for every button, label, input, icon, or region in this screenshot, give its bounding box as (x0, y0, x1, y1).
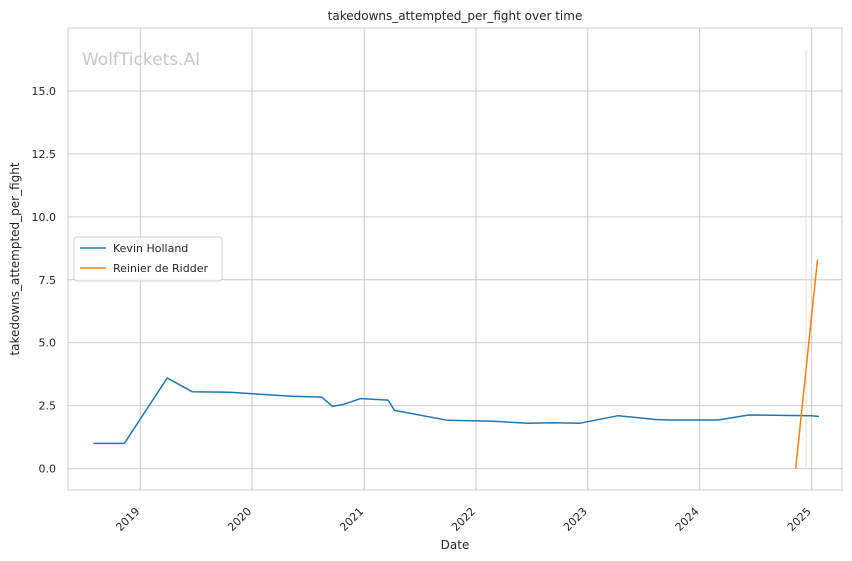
y-tick-label: 7.5 (39, 274, 57, 287)
y-tick-label: 2.5 (39, 400, 57, 413)
x-tick-label: 2024 (673, 505, 702, 534)
plot-frame (67, 27, 843, 491)
series-line-reinier-de-ridder (794, 259, 819, 469)
y-axis-label: takedowns_attempted_per_fight (8, 162, 22, 355)
y-tick-label: 12.5 (32, 148, 57, 161)
y-tick-labels: 0.0 2.5 5.0 7.5 10.0 12.5 15.0 (32, 85, 57, 476)
series-layer (93, 259, 820, 469)
legend-label-kevin-holland: Kevin Holland (113, 242, 188, 255)
x-axis-label: Date (441, 538, 470, 552)
legend-box (73, 236, 223, 282)
x-tick-label: 2020 (225, 505, 254, 534)
legend-label-reinier-de-ridder: Reinier de Ridder (113, 262, 208, 275)
grid (68, 28, 842, 490)
x-tick-label: 2023 (561, 505, 590, 534)
x-tick-label: 2021 (337, 505, 366, 534)
y-tick-label: 15.0 (32, 85, 57, 98)
x-tick-label: 2019 (113, 505, 142, 534)
chart-title: takedowns_attempted_per_fight over time (328, 9, 583, 23)
watermark: WolfTickets.AI (82, 50, 200, 70)
y-tick-label: 10.0 (32, 211, 57, 224)
x-tick-label: 2022 (449, 505, 478, 534)
series-line-kevin-holland (93, 377, 820, 445)
legend: Kevin Holland Reinier de Ridder (73, 236, 223, 282)
y-tick-label: 0.0 (39, 463, 57, 476)
x-tick-label: 2025 (785, 505, 814, 534)
x-tick-labels: 2019 2020 2021 2022 2023 2024 2025 (113, 505, 813, 534)
y-tick-label: 5.0 (39, 337, 57, 350)
